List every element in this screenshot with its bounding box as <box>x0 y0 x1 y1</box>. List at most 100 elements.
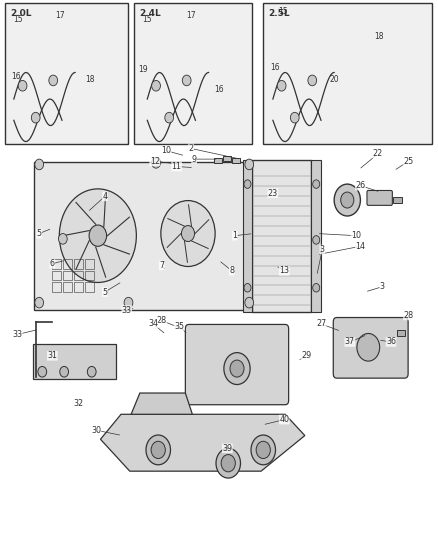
Bar <box>231 158 239 163</box>
Text: 3: 3 <box>379 282 384 291</box>
Text: 5: 5 <box>36 229 42 238</box>
Circle shape <box>151 441 165 458</box>
Text: 28: 28 <box>403 311 413 320</box>
Bar <box>242 160 252 312</box>
Bar <box>396 330 404 336</box>
Bar <box>74 282 83 292</box>
Text: 39: 39 <box>222 444 232 453</box>
Bar <box>311 160 320 312</box>
Text: 10: 10 <box>161 146 171 155</box>
Circle shape <box>340 192 353 208</box>
Bar <box>392 197 401 203</box>
Circle shape <box>244 180 251 188</box>
Text: 14: 14 <box>355 242 364 251</box>
Text: 37: 37 <box>344 337 354 346</box>
Text: 35: 35 <box>174 321 184 330</box>
Bar <box>52 282 61 292</box>
FancyBboxPatch shape <box>185 325 288 405</box>
Circle shape <box>356 334 379 361</box>
Text: 29: 29 <box>300 351 311 360</box>
Text: 32: 32 <box>73 399 84 408</box>
Text: 15: 15 <box>278 7 287 16</box>
Bar <box>134 3 252 144</box>
Circle shape <box>38 367 46 377</box>
Bar <box>223 156 230 161</box>
Text: 15: 15 <box>13 15 23 24</box>
Text: 1: 1 <box>232 231 237 240</box>
Text: 17: 17 <box>55 11 64 20</box>
Text: 2: 2 <box>188 144 193 153</box>
Circle shape <box>312 284 319 292</box>
Circle shape <box>307 75 316 86</box>
Text: 3: 3 <box>319 245 324 254</box>
Circle shape <box>255 441 270 458</box>
Text: 15: 15 <box>142 15 152 24</box>
Circle shape <box>244 297 253 308</box>
Text: 4: 4 <box>102 192 107 201</box>
Text: 8: 8 <box>229 266 234 275</box>
Text: 36: 36 <box>385 337 395 346</box>
Text: 22: 22 <box>372 149 382 158</box>
Bar <box>63 282 72 292</box>
Bar <box>74 259 83 269</box>
Bar <box>85 282 94 292</box>
Bar <box>252 160 311 312</box>
Bar <box>52 271 61 280</box>
Text: 33: 33 <box>121 305 131 314</box>
Circle shape <box>221 455 235 472</box>
Circle shape <box>277 80 286 91</box>
Circle shape <box>333 184 360 216</box>
Circle shape <box>18 80 27 91</box>
Text: 9: 9 <box>191 155 196 164</box>
Text: 28: 28 <box>156 316 166 325</box>
Circle shape <box>244 159 253 169</box>
Circle shape <box>181 225 194 241</box>
Text: 34: 34 <box>148 319 158 328</box>
Text: 19: 19 <box>138 66 148 74</box>
Circle shape <box>164 112 173 123</box>
Text: 7: 7 <box>159 261 164 270</box>
Circle shape <box>58 233 67 244</box>
Bar <box>214 158 222 163</box>
Circle shape <box>312 236 319 244</box>
Circle shape <box>215 448 240 478</box>
Text: 40: 40 <box>279 415 289 424</box>
Circle shape <box>31 112 40 123</box>
Circle shape <box>251 435 275 465</box>
Text: 17: 17 <box>186 11 195 20</box>
Bar <box>85 271 94 280</box>
Text: 16: 16 <box>214 85 224 94</box>
Bar <box>63 271 72 280</box>
Circle shape <box>146 435 170 465</box>
Text: 23: 23 <box>267 189 277 198</box>
Circle shape <box>182 75 191 86</box>
Bar <box>33 163 252 310</box>
Text: 2.4L: 2.4L <box>139 9 161 18</box>
Circle shape <box>151 158 160 168</box>
Text: 25: 25 <box>403 157 413 166</box>
Text: 16: 16 <box>270 63 280 71</box>
Text: 33: 33 <box>12 330 22 339</box>
Circle shape <box>312 180 319 188</box>
Text: 26: 26 <box>354 181 365 190</box>
Text: 31: 31 <box>47 351 57 360</box>
Text: 5: 5 <box>102 287 107 296</box>
Circle shape <box>89 225 106 246</box>
Text: 2.5L: 2.5L <box>268 9 290 18</box>
Text: 18: 18 <box>85 75 95 84</box>
Circle shape <box>169 216 197 251</box>
Text: 16: 16 <box>11 71 21 80</box>
Bar <box>52 259 61 269</box>
FancyBboxPatch shape <box>332 318 407 378</box>
Circle shape <box>223 353 250 384</box>
Circle shape <box>35 297 43 308</box>
Circle shape <box>230 360 244 377</box>
Circle shape <box>244 284 251 292</box>
Bar <box>85 259 94 269</box>
Circle shape <box>87 367 96 377</box>
Text: 10: 10 <box>350 231 360 240</box>
Circle shape <box>59 189 136 282</box>
Circle shape <box>124 297 133 308</box>
Circle shape <box>160 200 215 266</box>
Text: 11: 11 <box>171 162 181 171</box>
